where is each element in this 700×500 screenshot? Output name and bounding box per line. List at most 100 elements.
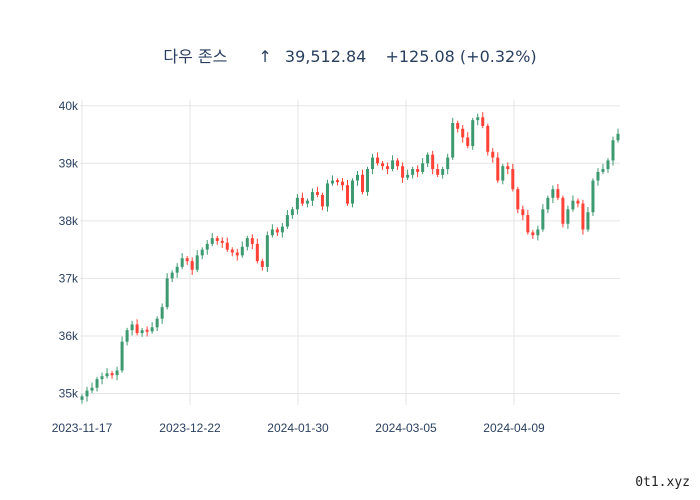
candle-body-down bbox=[576, 200, 580, 204]
y-tick-label: 40k bbox=[59, 99, 79, 113]
candle-body-up bbox=[551, 189, 555, 198]
candle bbox=[461, 125, 465, 143]
candle bbox=[205, 240, 209, 255]
candle bbox=[556, 184, 560, 201]
candle-body-up bbox=[546, 197, 550, 210]
candle bbox=[601, 163, 605, 175]
candle-body-down bbox=[496, 157, 500, 181]
candle bbox=[566, 205, 570, 229]
candle bbox=[115, 366, 119, 381]
candle bbox=[401, 162, 405, 183]
candle-body-up bbox=[160, 307, 164, 319]
candle-body-up bbox=[180, 258, 184, 267]
candle bbox=[511, 163, 515, 192]
candle bbox=[165, 273, 169, 310]
candle bbox=[476, 113, 480, 126]
title-name: 다우 존스 bbox=[163, 47, 227, 66]
candle-body-down bbox=[581, 203, 585, 230]
candle bbox=[501, 163, 505, 185]
candle-body-down bbox=[466, 137, 470, 147]
candle-body-up bbox=[611, 140, 615, 161]
candle bbox=[586, 207, 590, 232]
candle-body-up bbox=[586, 212, 590, 230]
candle bbox=[285, 209, 289, 229]
candle-body-down bbox=[376, 157, 380, 164]
candle-body-up bbox=[125, 330, 129, 342]
candle-body-up bbox=[451, 123, 455, 158]
y-tick-label: 38k bbox=[59, 214, 79, 228]
candle-body-down bbox=[521, 209, 525, 216]
candle bbox=[606, 158, 610, 173]
x-axis: 2023-11-17 2023-12-22 2024-01-30 2024-03-05… bbox=[52, 421, 545, 435]
candle-body-up bbox=[200, 249, 204, 256]
candle bbox=[446, 153, 450, 175]
candle bbox=[526, 209, 530, 235]
x-tick-label: 2024-03-05 bbox=[375, 421, 437, 435]
candle-body-up bbox=[406, 174, 410, 178]
candle-body-down bbox=[556, 189, 560, 198]
candle-body-up bbox=[210, 238, 214, 244]
candle bbox=[245, 235, 249, 251]
candle bbox=[295, 194, 299, 215]
candle bbox=[110, 371, 114, 379]
candle-body-down bbox=[250, 238, 254, 244]
candle bbox=[611, 136, 615, 166]
candle bbox=[200, 247, 204, 260]
candle bbox=[90, 382, 94, 393]
candle bbox=[235, 248, 239, 261]
candle-body-down bbox=[340, 181, 344, 186]
y-tick-label: 35k bbox=[59, 386, 79, 400]
candle bbox=[381, 161, 385, 170]
candle-body-up bbox=[95, 379, 99, 388]
candle-body-down bbox=[381, 163, 385, 167]
x-tick-label: 2024-01-30 bbox=[267, 421, 329, 435]
candle bbox=[130, 320, 134, 336]
candle bbox=[376, 152, 380, 166]
candle bbox=[551, 185, 555, 204]
candle-body-up bbox=[596, 171, 600, 181]
title-arrow: ↑ bbox=[258, 47, 271, 66]
candle bbox=[310, 188, 314, 206]
candle bbox=[491, 148, 495, 163]
candle-body-up bbox=[310, 192, 314, 201]
candle bbox=[170, 270, 174, 283]
candle-body-up bbox=[85, 390, 89, 397]
candle bbox=[255, 238, 259, 264]
candle-body-up bbox=[155, 318, 159, 328]
candle-body-up bbox=[421, 163, 425, 172]
candle-body-down bbox=[215, 238, 219, 241]
x-tick-label: 2024-04-09 bbox=[483, 421, 545, 435]
candle-body-up bbox=[471, 120, 475, 147]
candle bbox=[85, 386, 89, 402]
candle bbox=[456, 120, 460, 133]
candle-body-up bbox=[245, 238, 249, 247]
candle bbox=[275, 227, 279, 237]
candle bbox=[290, 207, 294, 219]
candle-body-up bbox=[175, 266, 179, 273]
candle bbox=[486, 123, 490, 156]
candle-body-up bbox=[265, 235, 269, 267]
candle bbox=[536, 225, 540, 241]
candle-body-up bbox=[195, 255, 199, 270]
candle bbox=[105, 368, 109, 379]
candle bbox=[581, 199, 585, 235]
candle bbox=[260, 258, 264, 271]
candle-body-up bbox=[426, 154, 430, 164]
candle bbox=[320, 192, 324, 211]
candle bbox=[230, 247, 234, 257]
candle-body-down bbox=[185, 258, 189, 262]
candle-body-down bbox=[230, 249, 234, 253]
candle-body-up bbox=[571, 200, 575, 210]
candle-body-down bbox=[235, 252, 239, 256]
candle-body-down bbox=[315, 192, 319, 195]
candle-body-down bbox=[320, 194, 324, 207]
candle-body-up bbox=[325, 183, 329, 207]
candle bbox=[180, 253, 184, 270]
candle bbox=[120, 336, 124, 373]
candle-body-up bbox=[441, 169, 445, 175]
candle-body-up bbox=[100, 376, 104, 380]
candle-body-up bbox=[351, 180, 355, 204]
candle-body-up bbox=[270, 229, 274, 236]
candle bbox=[571, 195, 575, 212]
candle-body-up bbox=[240, 246, 244, 256]
